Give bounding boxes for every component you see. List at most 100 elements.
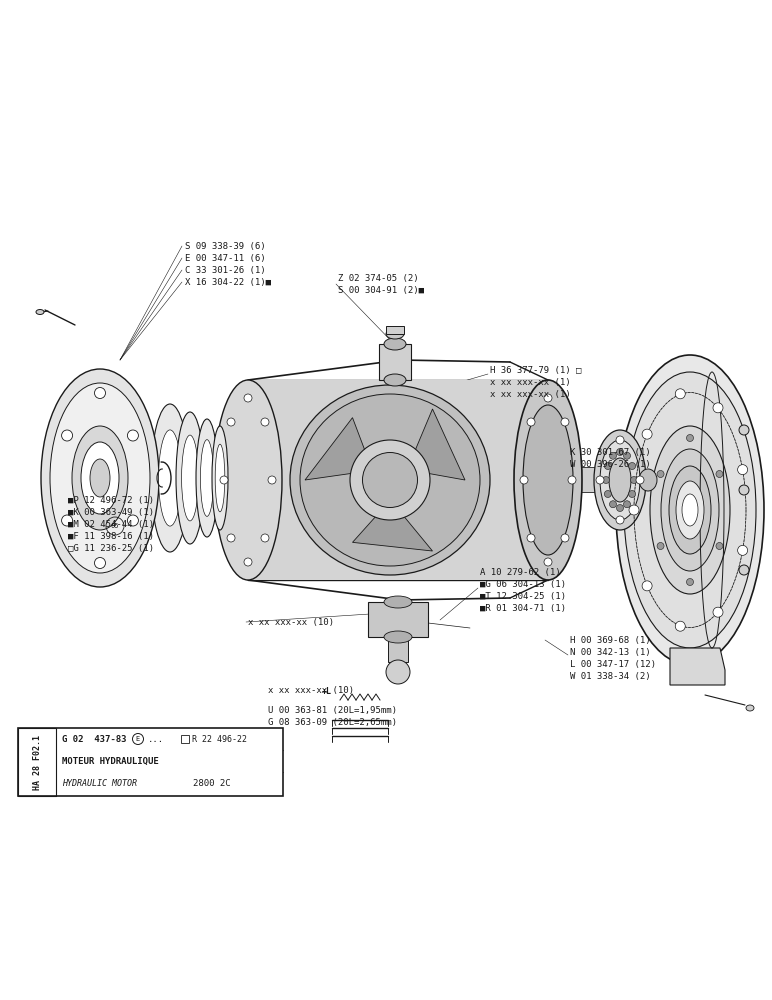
Circle shape	[636, 476, 644, 484]
Ellipse shape	[650, 426, 730, 594]
Text: ■P 12 496-72 (1): ■P 12 496-72 (1)	[68, 495, 154, 504]
Ellipse shape	[363, 452, 418, 508]
Circle shape	[737, 465, 747, 475]
Text: 2800 2C: 2800 2C	[193, 778, 231, 788]
Circle shape	[657, 471, 664, 478]
Bar	[379, 344, 411, 380]
Circle shape	[520, 476, 528, 484]
Bar	[18, 728, 56, 796]
Circle shape	[62, 515, 73, 526]
Bar	[388, 637, 408, 662]
Text: S 00 304-91 (2)■: S 00 304-91 (2)■	[338, 286, 424, 294]
Text: ■G 06 304-13 (1): ■G 06 304-13 (1)	[480, 580, 566, 588]
Circle shape	[617, 504, 624, 512]
Text: L 00 347-17 (12): L 00 347-17 (12)	[570, 660, 656, 668]
Ellipse shape	[616, 355, 764, 665]
Circle shape	[713, 403, 723, 413]
Text: H 00 369-68 (1): H 00 369-68 (1)	[570, 636, 651, 645]
Text: X 16 304-22 (1)■: X 16 304-22 (1)■	[185, 277, 271, 286]
Circle shape	[527, 418, 535, 426]
Polygon shape	[407, 409, 465, 480]
Text: 05: 05	[110, 523, 119, 529]
Polygon shape	[305, 418, 372, 480]
Ellipse shape	[215, 444, 225, 512]
Circle shape	[629, 505, 639, 515]
Ellipse shape	[676, 481, 704, 539]
Text: x xx xxx-xx (10): x xx xxx-xx (10)	[268, 686, 354, 694]
Circle shape	[657, 542, 664, 550]
Text: MOTEUR HYDRAULIQUE: MOTEUR HYDRAULIQUE	[62, 756, 159, 766]
Circle shape	[739, 565, 749, 575]
Circle shape	[227, 418, 235, 426]
Circle shape	[261, 418, 269, 426]
Circle shape	[617, 448, 624, 456]
Ellipse shape	[609, 458, 631, 502]
Circle shape	[596, 476, 604, 484]
Text: ■M 02 454-44 (1): ■M 02 454-44 (1)	[68, 520, 154, 528]
Circle shape	[227, 534, 235, 542]
Ellipse shape	[181, 435, 198, 521]
Circle shape	[127, 430, 138, 441]
Ellipse shape	[386, 329, 404, 339]
Polygon shape	[248, 380, 548, 580]
Ellipse shape	[158, 430, 181, 526]
Circle shape	[604, 490, 611, 497]
Ellipse shape	[350, 440, 430, 520]
Circle shape	[628, 462, 635, 470]
Text: □G 11 236-25 (1): □G 11 236-25 (1)	[68, 544, 154, 552]
Text: G 02  437-83: G 02 437-83	[62, 734, 127, 744]
Ellipse shape	[36, 310, 44, 314]
Ellipse shape	[523, 405, 573, 555]
Circle shape	[616, 436, 624, 444]
Bar	[548, 468, 620, 492]
Circle shape	[642, 429, 652, 439]
Text: R 22 496-22: R 22 496-22	[192, 734, 247, 744]
Text: W 00 396-26 (1): W 00 396-26 (1)	[570, 460, 651, 468]
Text: E: E	[136, 736, 141, 742]
Text: W 01 338-34 (2): W 01 338-34 (2)	[570, 672, 651, 680]
Ellipse shape	[384, 374, 406, 386]
Circle shape	[737, 545, 747, 555]
Ellipse shape	[624, 372, 756, 648]
Text: K 30 301-67 (1): K 30 301-67 (1)	[570, 448, 651, 456]
Circle shape	[220, 476, 228, 484]
Text: HYDRAULIC MOTOR: HYDRAULIC MOTOR	[62, 778, 137, 788]
Circle shape	[544, 394, 552, 402]
Text: +L: +L	[322, 688, 332, 696]
Circle shape	[628, 490, 635, 497]
Circle shape	[713, 607, 723, 617]
Circle shape	[261, 534, 269, 542]
Ellipse shape	[201, 440, 214, 516]
Text: S 09 338-39 (6): S 09 338-39 (6)	[185, 241, 266, 250]
Text: ■F 11 398-16 (1): ■F 11 398-16 (1)	[68, 532, 154, 540]
Circle shape	[94, 558, 106, 568]
Text: x xx xxx-xx (1): x xx xxx-xx (1)	[490, 389, 571, 398]
Circle shape	[686, 434, 693, 442]
Circle shape	[268, 476, 276, 484]
Text: x xx xxx-xx (1): x xx xxx-xx (1)	[490, 377, 571, 386]
Circle shape	[676, 621, 686, 631]
Circle shape	[610, 452, 617, 459]
Circle shape	[739, 425, 749, 435]
Ellipse shape	[151, 404, 189, 552]
Text: ■T 12 304-25 (1): ■T 12 304-25 (1)	[480, 591, 566, 600]
Ellipse shape	[384, 631, 412, 643]
Text: HA 28 F02.1: HA 28 F02.1	[32, 734, 42, 790]
Circle shape	[676, 389, 686, 399]
Circle shape	[386, 660, 410, 684]
Ellipse shape	[300, 394, 480, 566]
Bar	[181, 735, 189, 743]
Text: G 08 363-09 (20L=2,65mm): G 08 363-09 (20L=2,65mm)	[268, 718, 397, 726]
Ellipse shape	[746, 705, 754, 711]
Circle shape	[624, 501, 631, 508]
Circle shape	[604, 462, 611, 470]
Text: ...: ...	[148, 734, 164, 744]
Circle shape	[527, 534, 535, 542]
Ellipse shape	[669, 466, 711, 554]
Bar	[368, 602, 428, 637]
Polygon shape	[353, 500, 432, 551]
Circle shape	[739, 485, 749, 495]
Circle shape	[94, 387, 106, 398]
Ellipse shape	[212, 426, 228, 530]
Ellipse shape	[594, 430, 646, 530]
